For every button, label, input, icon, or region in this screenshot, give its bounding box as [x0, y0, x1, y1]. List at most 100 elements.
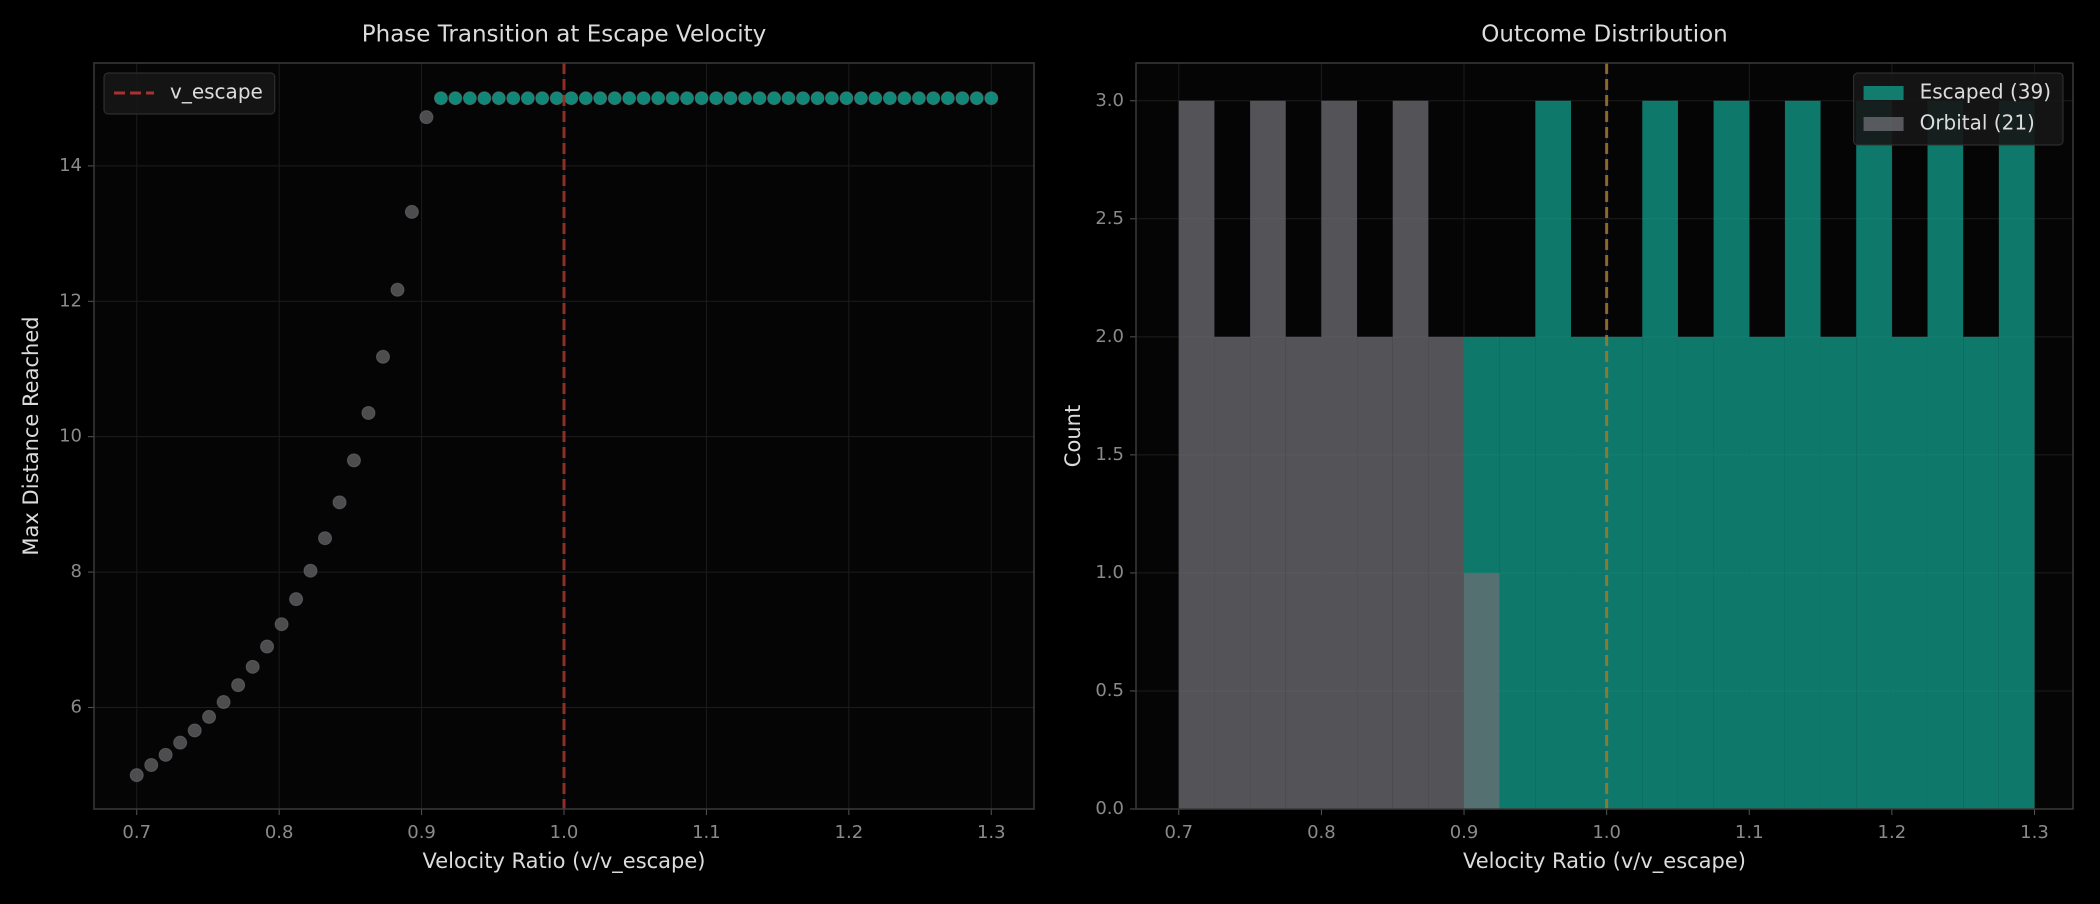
point	[694, 91, 709, 106]
histogram-bar	[1998, 100, 2035, 809]
histogram-bar	[1392, 100, 1429, 809]
point	[144, 757, 159, 772]
point	[520, 91, 535, 106]
histogram-bar	[1285, 336, 1322, 809]
point	[535, 91, 550, 106]
x-tick-label: 0.8	[1307, 822, 1336, 843]
point	[361, 405, 376, 420]
y-tick-label: 1.0	[1095, 562, 1124, 583]
point	[810, 91, 825, 106]
point	[506, 91, 521, 106]
legend-box	[1853, 72, 2064, 146]
x-tick-label: 1.1	[1735, 822, 1764, 843]
y-tick-label: 0.0	[1095, 798, 1124, 819]
point	[187, 723, 202, 738]
point	[680, 91, 695, 106]
x-tick-label: 1.0	[550, 822, 579, 843]
point	[549, 91, 564, 106]
legend: Escaped (39) Orbital (21)	[1853, 72, 2064, 146]
y-tick-label: 6	[71, 696, 82, 717]
histogram-bar	[1357, 336, 1393, 809]
histogram-bar	[1891, 336, 1928, 809]
histogram-bar	[1214, 336, 1251, 809]
point	[795, 91, 810, 106]
point	[216, 695, 231, 710]
legend-swatch	[1863, 86, 1904, 100]
point	[709, 91, 724, 106]
histogram-bar	[1428, 336, 1465, 809]
plot-frame	[1135, 62, 2074, 810]
histogram-bar	[1535, 100, 1571, 809]
plot-frame	[93, 62, 1035, 810]
histogram-bar	[1677, 336, 1714, 809]
legend-box	[103, 72, 276, 115]
y-axis-label: Max Distance Reached	[19, 316, 43, 555]
point	[332, 495, 347, 510]
y-tick-label: 8	[71, 561, 82, 582]
point	[955, 91, 970, 106]
histogram-bar	[1606, 336, 1643, 809]
legend-label: v_escape	[170, 80, 263, 104]
point	[375, 349, 390, 364]
point	[969, 91, 984, 106]
histogram-bar	[1856, 100, 1892, 809]
histogram-bar	[1784, 100, 1821, 809]
point	[926, 91, 941, 106]
y-tick-label: 3.0	[1095, 90, 1124, 111]
histogram-bar	[1927, 100, 1964, 809]
point	[723, 91, 738, 106]
point	[897, 91, 912, 106]
x-tick-label: 0.8	[265, 822, 294, 843]
point	[419, 110, 434, 125]
point	[752, 91, 767, 106]
point	[129, 768, 144, 783]
point	[984, 91, 999, 106]
histogram-bar	[1963, 336, 1999, 809]
x-tick-label: 0.9	[1450, 822, 1479, 843]
point	[665, 91, 680, 106]
point	[303, 563, 318, 578]
x-axis-label: Velocity Ratio (v/v_escape)	[1463, 849, 1746, 874]
histogram-bar	[1642, 100, 1678, 809]
point	[882, 91, 897, 106]
point	[839, 91, 854, 106]
point	[593, 91, 608, 106]
y-tick-label: 14	[59, 155, 82, 176]
point	[940, 91, 955, 106]
point	[260, 639, 275, 654]
y-axis-label: Count	[1061, 405, 1085, 467]
point	[274, 617, 289, 632]
x-tick-label: 0.7	[122, 822, 151, 843]
legend-swatch	[1863, 117, 1904, 131]
point	[853, 91, 868, 106]
point	[462, 91, 477, 106]
point	[651, 91, 666, 106]
histogram-bar	[1570, 336, 1607, 809]
x-tick-label: 1.3	[2020, 822, 2049, 843]
point	[477, 91, 492, 106]
x-tick-label: 1.3	[977, 822, 1006, 843]
point	[318, 531, 333, 546]
point	[231, 678, 246, 693]
x-tick-label: 0.7	[1164, 822, 1193, 843]
point	[390, 282, 405, 297]
point	[158, 747, 173, 762]
histogram-bar	[1464, 572, 1500, 809]
x-tick-label: 1.2	[1878, 822, 1907, 843]
y-tick-label: 2.5	[1095, 208, 1124, 229]
x-tick-label: 1.0	[1592, 822, 1621, 843]
histogram-bar	[1820, 336, 1857, 809]
point	[173, 735, 188, 750]
chart-panel: Phase Transition at Escape Velocity Veloc…	[19, 22, 1035, 874]
point	[202, 709, 217, 724]
chart-title: Phase Transition at Escape Velocity	[362, 22, 767, 48]
point	[578, 91, 593, 106]
y-tick-label: 0.5	[1095, 680, 1124, 701]
point	[781, 91, 796, 106]
y-tick-label: 1.5	[1095, 444, 1124, 465]
point	[433, 91, 448, 106]
histogram-bar	[1713, 100, 1750, 809]
x-tick-label: 1.1	[692, 822, 721, 843]
chart-title: Outcome Distribution	[1481, 22, 1727, 48]
legend-label: Escaped (39)	[1920, 80, 2051, 104]
